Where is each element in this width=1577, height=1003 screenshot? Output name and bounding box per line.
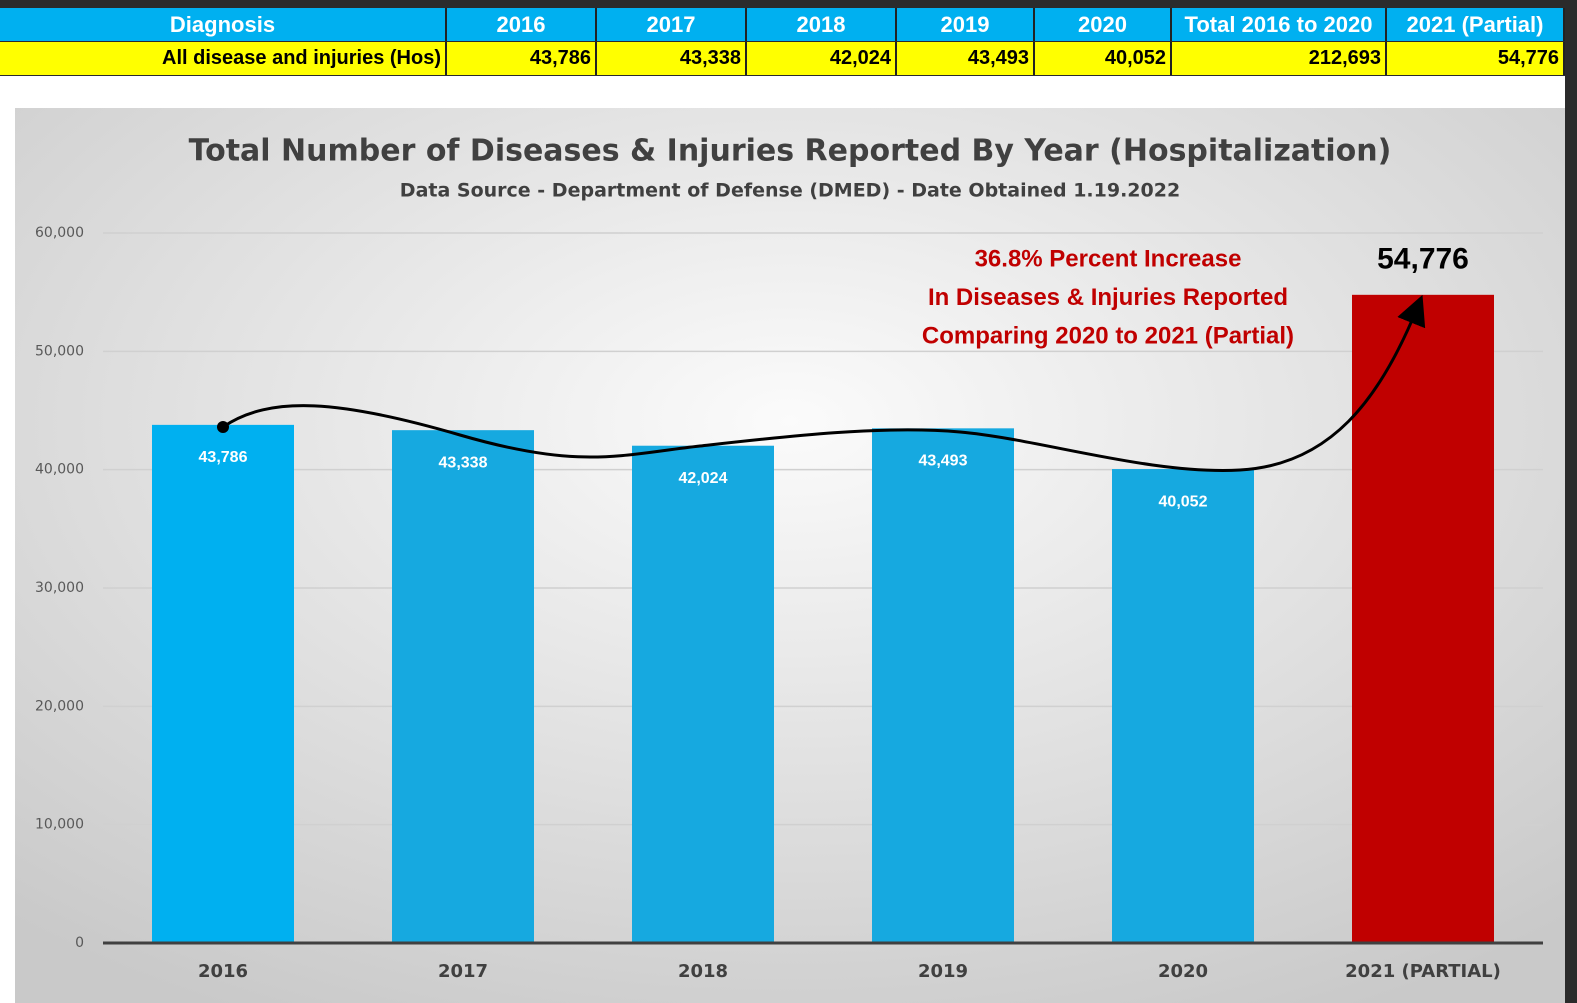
y-tick-label: 40,000 (35, 462, 84, 478)
annotation: Comparing 2020 to 2021 (Partial) (922, 322, 1294, 349)
row-gutter (0, 108, 15, 1003)
y-tick-label: 60,000 (35, 225, 84, 241)
x-tick-label: 2016 (198, 961, 248, 982)
header-cell: Diagnosis (0, 8, 447, 41)
bar (872, 428, 1014, 943)
bar (1352, 294, 1494, 943)
x-tick-label: 2021 (PARTIAL) (1345, 961, 1501, 982)
data-cell: 43,338 (597, 42, 747, 75)
annotation: 36.8% Percent Increase (975, 245, 1242, 272)
value-label: 40,052 (1159, 493, 1208, 510)
bar (632, 445, 774, 943)
header-cell: 2016 (447, 8, 597, 41)
header-cell: 2019 (897, 8, 1035, 41)
data-cell: 54,776 (1387, 42, 1565, 75)
y-tick-label: 50,000 (35, 343, 84, 359)
header-cell: Total 2016 to 2020 (1172, 8, 1387, 41)
y-tick-label: 20,000 (35, 698, 84, 714)
header-cell: 2017 (597, 8, 747, 41)
chart-subtitle: Data Source - Department of Defense (DME… (400, 180, 1180, 202)
header-cell: 2020 (1035, 8, 1172, 41)
x-tick-label: 2019 (918, 961, 968, 982)
data-cell: 43,786 (447, 42, 597, 75)
header-cell: 2021 (Partial) (1387, 8, 1565, 41)
value-label: 43,493 (919, 453, 968, 470)
bar (152, 424, 294, 943)
value-label: 43,786 (199, 449, 248, 466)
value-label: 54,776 (1377, 243, 1469, 276)
chart-title: Total Number of Diseases & Injuries Repo… (189, 134, 1392, 169)
trend-arrow (222, 294, 1426, 472)
x-tick-label: 2017 (438, 961, 488, 982)
y-tick-label: 10,000 (35, 817, 84, 833)
value-label: 42,024 (679, 470, 728, 487)
x-tick-label: 2018 (678, 961, 728, 982)
data-cell: 43,493 (897, 42, 1035, 75)
data-cell: All disease and injuries (Hos) (0, 42, 447, 75)
data-cell: 40,052 (1035, 42, 1172, 75)
data-cell: 42,024 (747, 42, 897, 75)
bar (392, 430, 534, 943)
value-label: 43,338 (439, 454, 488, 471)
header-cell: 2018 (747, 8, 897, 41)
empty-row (0, 76, 1565, 108)
bar (1112, 469, 1254, 943)
annotation: In Diseases & Injuries Reported (928, 284, 1288, 311)
y-tick-label: 0 (75, 935, 84, 951)
x-tick-label: 2020 (1158, 961, 1208, 982)
y-tick-label: 30,000 (35, 580, 84, 596)
trend-dot (217, 421, 229, 433)
data-cell: 212,693 (1172, 42, 1387, 75)
